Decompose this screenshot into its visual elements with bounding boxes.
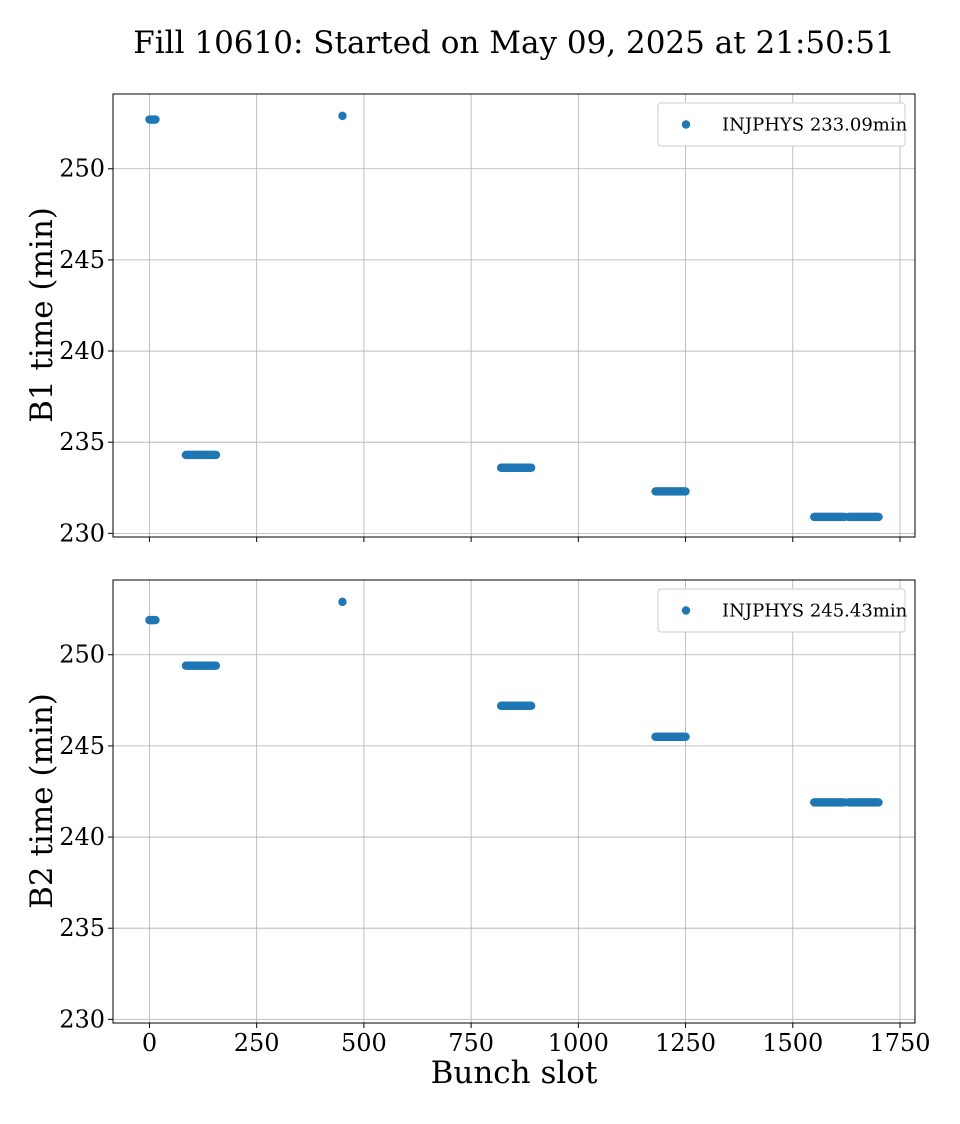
y-tick-label: 245 (59, 246, 105, 274)
legend-entry: INJPHYS 233.09min (722, 115, 908, 136)
y-tick-label: 230 (59, 519, 105, 547)
data-point (874, 798, 883, 807)
series-points (145, 597, 883, 807)
data-point (211, 661, 221, 670)
series-points (145, 111, 883, 522)
x-tick-label: 750 (448, 1029, 494, 1057)
data-point (526, 463, 536, 472)
data-point (211, 450, 221, 460)
legend-marker (681, 606, 691, 615)
data-point (681, 732, 690, 741)
data-point (151, 115, 160, 124)
x-tick-label: 1250 (655, 1029, 716, 1057)
data-point (338, 597, 347, 607)
chart-title: Fill 10610: Started on May 09, 2025 at 2… (133, 25, 895, 61)
data-point (526, 701, 536, 710)
panels-layer: 230 235 240 245 250 B1 time (min) INJPHYS 233.… (24, 93, 931, 1057)
panel-2: 0 250 500 750 1000 1250 1500 1750 230 235 240 245 25… (24, 579, 931, 1057)
legend-box (657, 588, 906, 633)
data-point (681, 487, 690, 496)
y-tick-label: 235 (59, 914, 105, 942)
legend-entry: INJPHYS 245.43min (722, 601, 908, 622)
x-tick-label: 0 (142, 1029, 157, 1057)
legend-marker (681, 120, 691, 129)
plot-frame (112, 93, 916, 538)
x-tick-label: 1000 (548, 1029, 609, 1057)
y-axis-label: B2 time (min) (24, 693, 60, 909)
plot-frame (112, 579, 916, 1024)
y-axis-label: B1 time (min) (24, 207, 60, 423)
panel-1: 230 235 240 245 250 B1 time (min) INJPHYS 233.… (24, 93, 916, 547)
legend: INJPHYS 233.09min (657, 102, 908, 147)
x-tick-label: 1500 (762, 1029, 823, 1057)
y-tick-label: 240 (59, 337, 105, 365)
data-point (151, 615, 160, 625)
x-tick-label: 250 (234, 1029, 280, 1057)
legend: INJPHYS 245.43min (657, 588, 908, 633)
x-tick-label: 500 (341, 1029, 387, 1057)
x-tick-label: 1750 (869, 1029, 930, 1057)
y-tick-label: 235 (59, 428, 105, 456)
data-point (338, 111, 347, 121)
y-tick-label: 250 (59, 641, 105, 669)
x-axis-label: Bunch slot (431, 1055, 598, 1091)
y-tick-label: 250 (59, 155, 105, 183)
y-tick-label: 240 (59, 823, 105, 851)
y-tick-label: 230 (59, 1005, 105, 1033)
y-tick-label: 245 (59, 732, 105, 760)
legend-box (657, 102, 906, 147)
data-point (874, 512, 883, 522)
